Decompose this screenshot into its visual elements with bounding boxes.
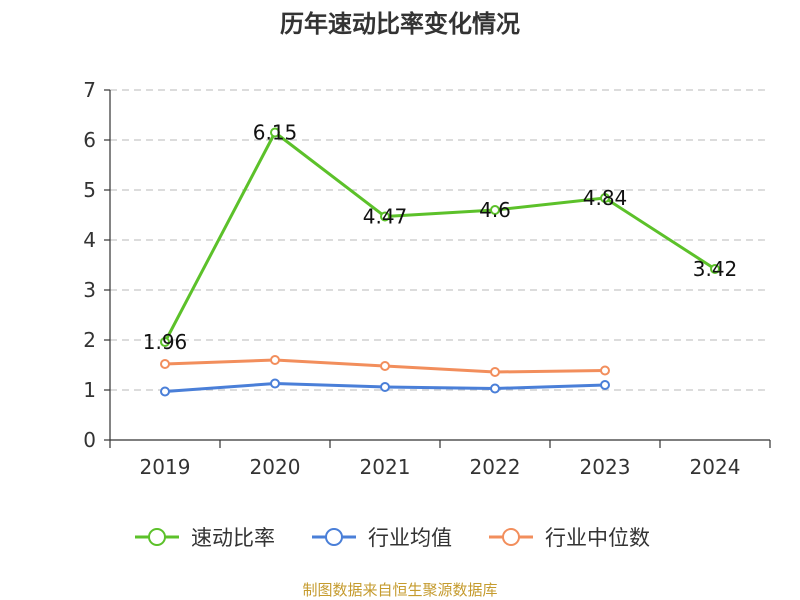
- data-label: 6.15: [253, 121, 298, 145]
- legend-marker: [148, 528, 166, 546]
- source-note: 制图数据来自恒生聚源数据库: [302, 581, 497, 599]
- x-tick-label: 2023: [580, 455, 631, 479]
- data-point: [490, 367, 500, 377]
- data-point: [380, 211, 390, 222]
- legend-label: 速动比率: [191, 526, 275, 550]
- x-tick-label: 2019: [140, 455, 191, 479]
- legend-label: 行业均值: [368, 526, 452, 550]
- data-point: [160, 359, 170, 369]
- y-tick-label: 3: [83, 278, 96, 302]
- y-tick-label: 2: [83, 328, 96, 352]
- legend-label: 行业中位数: [545, 526, 650, 550]
- data-labels: 1.96 6.15 4.47 4.6 4.84 3.42: [143, 121, 738, 355]
- data-point: [270, 378, 280, 389]
- legend-item[interactable]: 行业均值: [312, 526, 452, 550]
- data-label: 1.96: [143, 330, 188, 354]
- chart-title: 历年速动比率变化情况: [280, 10, 520, 38]
- y-tick-label: 0: [83, 428, 96, 452]
- data-label: 4.84: [583, 186, 628, 210]
- data-label: 4.47: [363, 205, 408, 229]
- x-tick-label: 2020: [250, 455, 301, 479]
- y-tick-label: 6: [83, 128, 96, 152]
- legend-item[interactable]: 速动比率: [135, 526, 275, 550]
- data-point: [380, 361, 390, 371]
- data-point: [270, 355, 280, 365]
- series-line: [163, 131, 716, 343]
- legend-item[interactable]: 行业中位数: [489, 526, 650, 550]
- data-point: [490, 205, 500, 215]
- data-point: [600, 380, 610, 390]
- data-point: [380, 382, 390, 392]
- x-tick-label: 2022: [470, 455, 521, 479]
- data-point: [600, 365, 610, 376]
- data-label: 3.42: [693, 257, 738, 281]
- data-point: [160, 386, 170, 397]
- data-label: 4.6: [479, 198, 511, 222]
- data-point: [490, 383, 500, 394]
- y-tick-label: 5: [83, 178, 96, 202]
- data-point: [160, 337, 170, 347]
- axes: 0 1 2 3 4 5 6 7 2019 2020 2021 2022 2023 2024: [83, 78, 771, 479]
- x-tick-label: 2024: [690, 455, 741, 479]
- legend-marker: [502, 528, 520, 546]
- data-point: [270, 127, 280, 138]
- series-layer: [160, 127, 720, 397]
- y-tick-label: 7: [83, 78, 96, 102]
- y-tick-label: 4: [83, 228, 96, 252]
- legend[interactable]: 速动比率 行业均值 行业中位数: [135, 526, 650, 550]
- y-tick-label: 1: [83, 378, 96, 402]
- legend-marker: [325, 528, 343, 546]
- data-point: [710, 264, 720, 274]
- x-tick-label: 2021: [360, 455, 411, 479]
- data-point: [600, 193, 610, 203]
